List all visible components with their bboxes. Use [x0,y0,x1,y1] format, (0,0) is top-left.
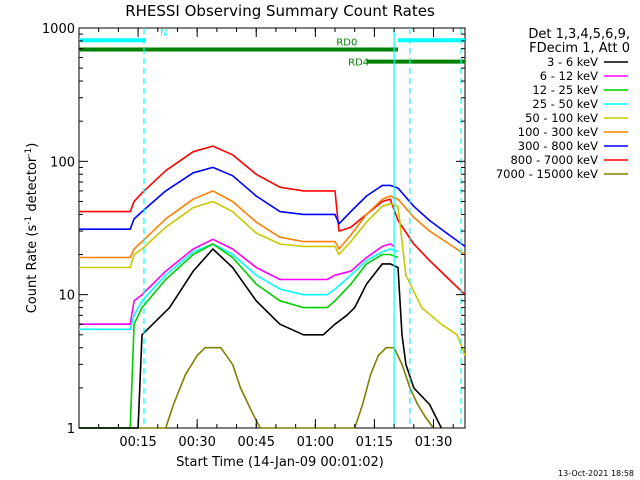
series-line-3-6-kev [79,248,443,429]
x-tick-label: 00:15 [119,435,156,450]
x-axis-label: Start Time (14-Jan-09 00:01:02) [176,455,384,470]
y-axis: 1 10 100 1000 [42,22,465,437]
legend-label: 100 - 300 keV [518,125,598,139]
detector-markers: N RD0 RD4 [79,28,465,69]
legend-label: 12 - 25 keV [532,83,598,97]
legend-label: 25 - 50 keV [532,97,598,111]
x-tick-label: 00:30 [178,435,215,450]
series-line-50-100-kev [79,200,466,356]
legend-label: 6 - 12 keV [540,69,598,83]
series-layer [79,145,466,429]
chart-title: RHESSI Observing Summary Count Rates [125,2,435,20]
legend-header-line-2: FDecim 1, Att 0 [529,41,630,56]
y-tick-label: 10 [58,289,75,304]
y-tick-label: 1 [67,422,75,437]
plot-area: N RD0 RD4 [78,27,466,429]
y-tick-label: 100 [50,155,75,170]
footer-date: 13-Oct-2021 18:58 [558,469,634,478]
legend-label: 3 - 6 keV [547,55,598,69]
y-axis-label: Count Rate (s-1 detector-1) [24,143,40,314]
legend-label: 800 - 7000 keV [510,153,598,167]
legend-label: 7000 - 15000 keV [496,167,598,181]
marker-label: RD0 [336,37,357,48]
x-tick-label: 01:15 [356,435,393,450]
series-line-7000-15000-kev [79,346,435,429]
x-tick-label: 01:00 [297,435,334,450]
series-line-100-300-kev [79,190,466,259]
series-line-800-7000-kev [79,145,466,296]
series-line-6-12-kev [79,238,395,326]
x-tick-label: 01:30 [415,435,452,450]
x-axis: 00:15 00:30 00:45 01:00 01:15 01:30 [98,28,454,450]
vertical-event-lines [143,28,462,428]
legend-label: 50 - 100 keV [525,111,598,125]
series-line-25-50-kev [79,243,399,331]
legend: Det 1,3,4,5,6,9, FDecim 1, Att 0 3 - 6 k… [496,27,630,181]
marker-label: RD4 [348,58,369,69]
x-tick-label: 00:45 [238,435,275,450]
legend-label: 300 - 800 keV [518,139,598,153]
series-line-300-800-kev [79,166,466,248]
marker-label: N [160,28,167,39]
legend-header-line-1: Det 1,3,4,5,6,9, [528,27,630,42]
y-tick-label: 1000 [42,22,75,37]
series-line-12-25-kev [79,243,399,429]
